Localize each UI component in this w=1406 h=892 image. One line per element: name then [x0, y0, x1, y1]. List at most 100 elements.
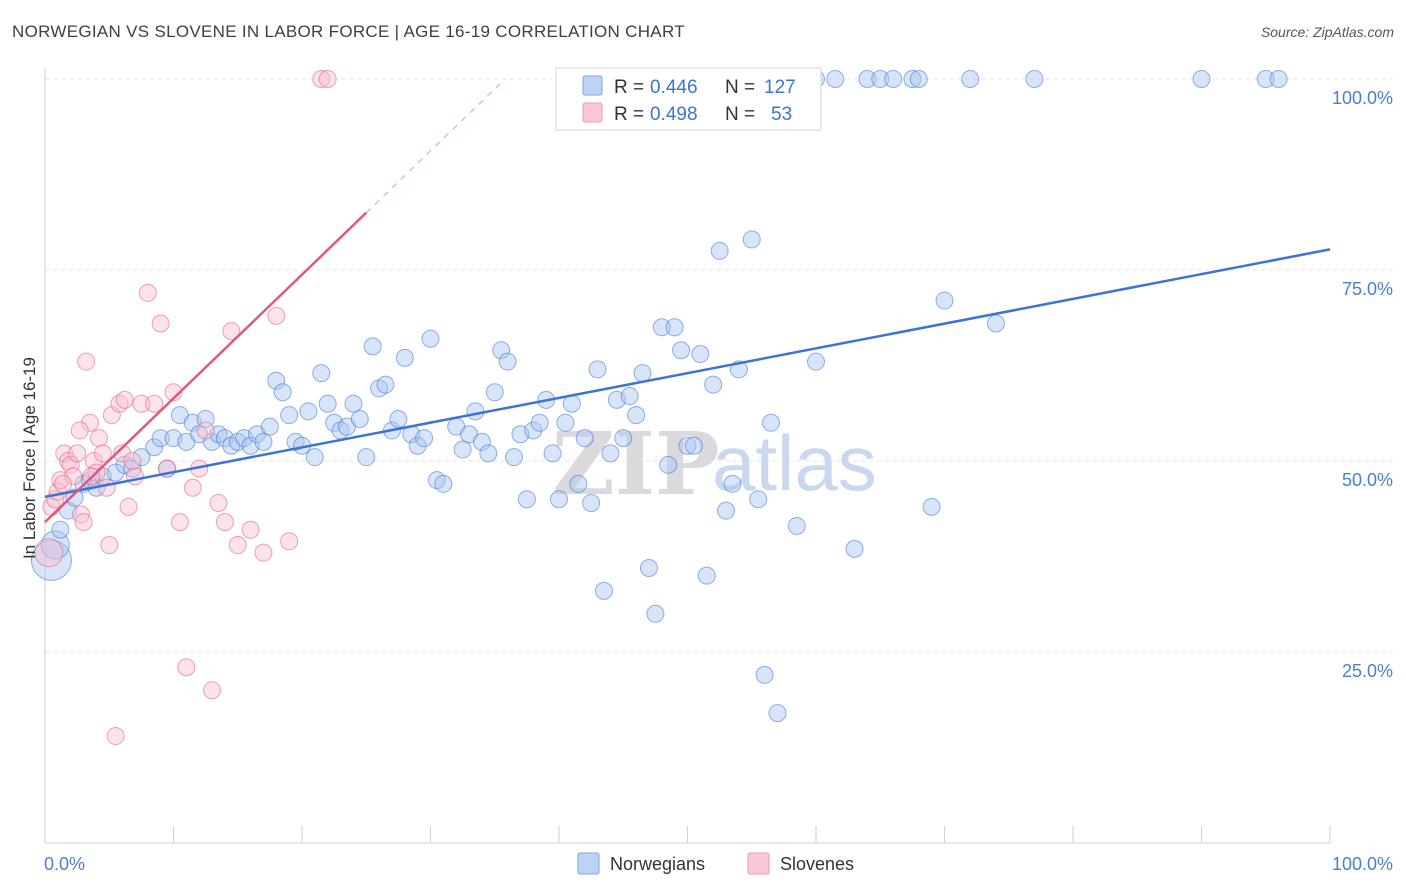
- norwegian-point-94: [672, 341, 691, 360]
- slovene-point-43: [241, 520, 260, 539]
- norwegian-point-123: [1269, 70, 1288, 88]
- slovene-point-42: [228, 536, 247, 555]
- slovene-point-14: [84, 452, 103, 470]
- norwegian-point-12: [132, 448, 151, 467]
- legend-swatch-slovenes: [582, 102, 603, 123]
- slovene-point-25: [119, 497, 138, 516]
- norwegian-point-115: [903, 70, 922, 88]
- x-tick-label-0: 0.0%: [44, 854, 85, 874]
- slovene-point-13: [80, 413, 99, 432]
- y-axis-label: In Labor Force | Age 16-19: [20, 357, 39, 559]
- slovene-point-9: [68, 444, 87, 463]
- norwegian-point-118: [935, 291, 954, 310]
- norwegian-point-54: [408, 436, 427, 455]
- slovene-point-26: [125, 467, 144, 486]
- norwegian-point-121: [1192, 70, 1211, 88]
- norwegian-point-88: [633, 364, 652, 383]
- norwegian-point-125: [826, 70, 845, 88]
- norwegian-point-95: [678, 436, 697, 455]
- norwegian-point-101: [717, 501, 736, 520]
- norwegian-point-90: [646, 604, 665, 623]
- norwegian-point-85: [614, 429, 633, 448]
- norwegian-point-0: [30, 539, 72, 581]
- norwegian-point-38: [305, 448, 324, 467]
- norwegian-point-33: [273, 383, 292, 402]
- legend-n-label-0: N =: [725, 77, 755, 98]
- norwegian-point-79: [575, 429, 594, 448]
- slovene-point-52: [123, 452, 142, 470]
- watermark: ZIP atlas: [552, 414, 877, 515]
- norwegian-point-114: [884, 70, 903, 88]
- legend: R = 0.446 N = 127 R = 0.498 N = 53: [555, 67, 822, 131]
- norwegian-point-46: [357, 448, 376, 467]
- norwegian-point-9: [106, 463, 125, 482]
- norwegian-point-100: [710, 241, 729, 260]
- norwegian-point-102: [723, 474, 742, 493]
- slovene-point-24: [115, 390, 134, 409]
- norwegian-point-30: [254, 432, 273, 451]
- bottom-legend-label-norwegians: Norwegians: [610, 854, 705, 874]
- legend-r-label-0: R =: [614, 77, 644, 98]
- norwegian-point-97: [691, 345, 710, 364]
- norwegian-point-113: [871, 70, 890, 88]
- slovene-point-49: [70, 421, 89, 440]
- slovene-point-33: [170, 513, 189, 532]
- norwegian-point-89: [639, 558, 658, 577]
- norwegian-point-91: [652, 318, 671, 337]
- norwegian-point-126: [986, 314, 1005, 333]
- norwegian-point-4: [65, 488, 84, 507]
- legend-r-value-0: 0.446: [650, 77, 698, 98]
- slovene-point-46: [280, 532, 299, 551]
- slovene-point-41: [222, 322, 241, 341]
- slovene-point-39: [209, 494, 228, 513]
- slovene-point-11: [74, 513, 93, 532]
- slovene-point-37: [196, 421, 215, 440]
- norwegian-point-98: [697, 566, 716, 585]
- y-tick-label-50: 50.0%: [1342, 470, 1393, 490]
- slovene-point-47: [312, 70, 331, 88]
- norwegian-point-110: [807, 352, 825, 371]
- norwegian-point-82: [594, 581, 613, 600]
- norwegian-point-2: [51, 520, 70, 539]
- norwegian-point-75: [550, 490, 568, 509]
- norwegian-point-83: [601, 444, 620, 463]
- norwegian-point-66: [492, 341, 511, 360]
- slovene-point-45: [267, 306, 286, 325]
- norwegian-point-111: [845, 539, 864, 558]
- slovene-point-8: [64, 467, 83, 486]
- norwegian-point-47: [363, 337, 382, 356]
- bottom-legend-label-slovenes: Slovenes: [780, 854, 854, 874]
- bottom-legend-swatch-norwegians: [577, 852, 600, 875]
- norwegian-point-58: [434, 474, 453, 493]
- norwegian-point-74: [543, 444, 562, 463]
- norwegian-point-44: [344, 394, 363, 413]
- norwegian-point-106: [755, 665, 774, 684]
- slovene-point-29: [145, 394, 164, 413]
- norwegian-point-34: [280, 406, 299, 425]
- slovene-point-32: [164, 383, 183, 402]
- norwegians-points: [30, 70, 1288, 723]
- legend-n-value-0: 127: [764, 77, 796, 98]
- norwegian-point-117: [922, 497, 941, 516]
- norwegian-point-96: [684, 436, 703, 455]
- slovene-point-19: [100, 536, 119, 555]
- slovene-point-30: [151, 314, 170, 333]
- bottom-legend-swatch-slovenes: [747, 852, 770, 875]
- slovene-point-23: [113, 444, 132, 463]
- norwegian-point-70: [517, 490, 536, 509]
- norwegian-point-31: [260, 417, 279, 436]
- norwegian-point-119: [961, 70, 980, 88]
- x-tick-label-100: 100.0%: [1332, 854, 1393, 874]
- norwegian-point-49: [376, 375, 395, 394]
- norwegian-point-72: [530, 413, 549, 432]
- slovene-point-12: [77, 352, 96, 371]
- legend-swatch-norwegians: [582, 75, 603, 96]
- legend-n-value-1: 53: [771, 104, 792, 125]
- norwegian-point-76: [556, 413, 575, 432]
- norwegian-point-65: [485, 383, 504, 402]
- slovene-point-0: [34, 538, 64, 568]
- norwegian-point-105: [749, 490, 768, 509]
- norwegian-point-122: [1256, 70, 1275, 88]
- slovene-point-16: [89, 429, 108, 448]
